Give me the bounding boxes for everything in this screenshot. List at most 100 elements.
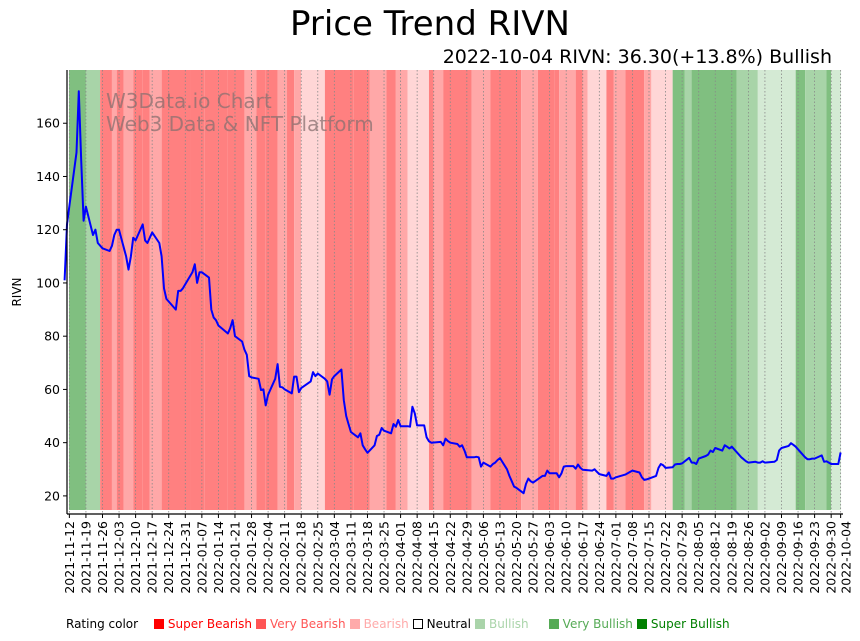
x-tick-label: 2021-12-17 — [145, 521, 160, 594]
y-tick-label: 160 — [36, 116, 60, 131]
watermark-line-1: W3Data.io Chart — [106, 89, 272, 113]
rating-band — [111, 70, 117, 510]
rating-band — [644, 70, 652, 510]
chart-title: Price Trend RIVN — [290, 4, 570, 44]
legend-item: Very Bullish — [548, 617, 633, 631]
x-tick-label: 2022-02-25 — [310, 521, 325, 594]
rating-band — [407, 70, 429, 510]
x-tick-label: 2021-12-03 — [112, 521, 127, 594]
rating-band — [265, 70, 278, 510]
x-tick-label: 2022-06-03 — [542, 521, 557, 594]
y-axis-label: RIVN — [10, 277, 24, 306]
watermark: W3Data.io Chart Web3 Data & NFT Platform — [106, 89, 374, 136]
x-tick-label: 2022-04-15 — [426, 521, 441, 594]
x-ticks: 2021-11-12 2021-11-19 2021-11-26 2021-12-03… — [62, 514, 854, 594]
rating-band — [537, 70, 555, 510]
legend-item: Bearish — [349, 617, 409, 631]
rating-band — [582, 70, 588, 510]
rating-band — [301, 70, 325, 510]
rating-band — [85, 70, 101, 510]
x-tick-label: 2022-07-29 — [675, 521, 690, 594]
x-tick-label: 2022-01-07 — [194, 521, 209, 594]
legend-label: Bullish — [488, 617, 529, 631]
y-tick-label: 40 — [44, 435, 60, 450]
x-tick-label: 2022-01-28 — [244, 521, 259, 594]
legend-label: Bearish — [363, 617, 409, 631]
rating-band — [116, 70, 124, 510]
rating-band — [691, 70, 737, 510]
rating-band — [227, 70, 245, 510]
rating-band — [324, 70, 354, 510]
rating-band — [471, 70, 491, 510]
x-tick-label: 2022-02-04 — [261, 521, 276, 594]
x-tick-label: 2021-11-19 — [78, 521, 93, 594]
x-tick-label: 2021-12-10 — [128, 521, 143, 594]
legend-label: Super Bearish — [167, 617, 252, 631]
axes — [66, 70, 843, 515]
x-tick-label: 2022-05-06 — [476, 521, 491, 594]
rating-band — [575, 70, 583, 510]
legend-item: Super Bullish — [636, 617, 730, 631]
rating-band — [369, 70, 387, 510]
rating-band — [161, 70, 191, 510]
rating-band — [684, 70, 692, 510]
rating-band — [490, 70, 522, 510]
rating-band — [133, 70, 143, 510]
rating-band — [443, 70, 472, 510]
x-tick-label: 2022-09-23 — [807, 521, 822, 594]
y-tick-label: 80 — [44, 329, 60, 344]
x-tick-label: 2022-08-05 — [691, 521, 706, 594]
x-tick-label: 2022-05-20 — [509, 521, 524, 594]
rating-band — [433, 70, 444, 510]
rating-band — [831, 70, 841, 510]
rating-band — [613, 70, 626, 510]
legend-item: Bullish — [474, 617, 529, 631]
x-tick-label: 2022-07-22 — [658, 521, 673, 594]
rating-band — [395, 70, 408, 510]
rating-band — [795, 70, 806, 510]
price-line — [63, 90, 842, 495]
rating-band — [142, 70, 150, 510]
rating-band — [757, 70, 796, 510]
legend-label: Very Bearish — [269, 617, 346, 631]
rating-band — [554, 70, 560, 510]
rating-band — [428, 70, 434, 510]
rating-band — [294, 70, 302, 510]
rating-band — [736, 70, 758, 510]
watermark-line-2: Web3 Data & NFT Platform — [106, 112, 374, 136]
legend-label: Very Bullish — [562, 617, 633, 631]
x-tick-label: 2021-12-24 — [161, 521, 176, 594]
rating-band — [521, 70, 538, 510]
rating-band — [386, 70, 396, 510]
x-tick-label: 2022-05-13 — [493, 521, 508, 594]
legend-swatch — [349, 619, 360, 629]
legend-swatch — [412, 619, 423, 629]
rating-band — [625, 70, 645, 510]
x-tick-label: 2022-08-19 — [724, 521, 739, 594]
legend-label: Super Bullish — [650, 617, 730, 631]
x-tick-label: 2022-03-04 — [327, 521, 342, 594]
x-tick-label: 2021-11-26 — [95, 521, 110, 594]
x-tick-label: 2022-10-04 — [839, 521, 854, 594]
x-tick-label: 2022-07-01 — [608, 521, 623, 594]
x-tick-label: 2022-04-22 — [443, 521, 458, 594]
x-tick-label: 2022-06-24 — [592, 521, 607, 594]
x-tick-label: 2022-08-26 — [741, 521, 756, 594]
x-tick-label: 2022-04-08 — [410, 521, 425, 594]
x-tick-label: 2022-02-11 — [277, 521, 292, 594]
x-tick-label: 2022-05-27 — [526, 521, 541, 594]
x-tick-label: 2022-03-11 — [343, 521, 358, 594]
rating-band — [587, 70, 607, 510]
rating-band — [204, 70, 228, 510]
y-ticks: 20 40 60 80 100 120 140 160 — [36, 116, 67, 503]
legend-title: Rating color — [66, 617, 139, 631]
y-tick-label: 140 — [36, 169, 60, 184]
legend-label: Neutral — [426, 617, 471, 631]
y-tick-label: 100 — [36, 275, 60, 290]
y-tick-label: 120 — [36, 222, 60, 237]
legend-item: Very Bearish — [255, 617, 346, 631]
rating-band — [244, 70, 257, 510]
legend-item: Super Bearish — [153, 617, 252, 631]
x-tick-label: 2022-04-01 — [393, 521, 408, 594]
